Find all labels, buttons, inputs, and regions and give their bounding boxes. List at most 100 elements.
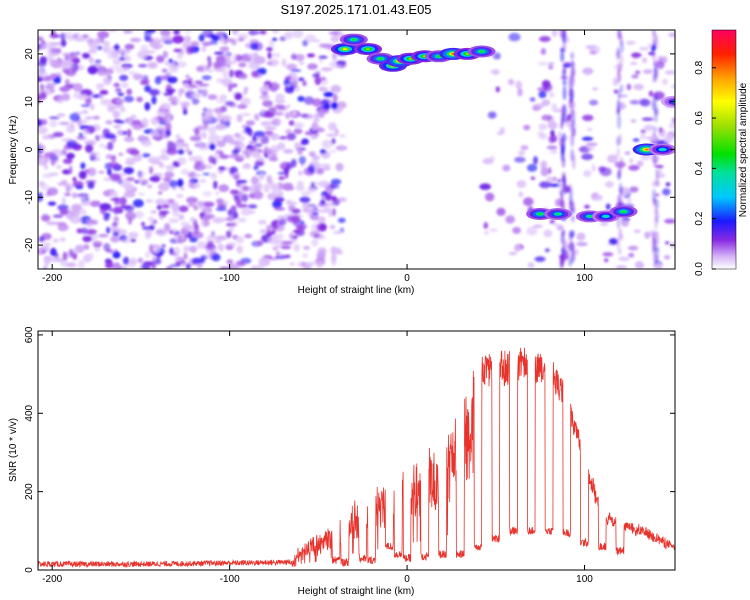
noise-blob xyxy=(193,173,202,178)
noise-blob xyxy=(233,132,241,138)
noise-blob xyxy=(44,41,57,50)
noise-blob xyxy=(234,141,241,145)
noise-blob xyxy=(93,157,101,161)
noise-blob xyxy=(665,182,671,187)
noise-blob xyxy=(320,163,331,168)
noise-blob xyxy=(294,54,305,61)
noise-blob xyxy=(48,172,59,176)
noise-blob xyxy=(224,101,234,106)
noise-blob xyxy=(85,144,94,153)
noise-blob xyxy=(205,243,217,251)
noise-blob xyxy=(240,97,251,106)
noise-blob xyxy=(555,198,561,207)
signal-point xyxy=(543,208,572,220)
noise-blob xyxy=(183,252,188,260)
noise-blob xyxy=(280,245,292,250)
noise-blob xyxy=(324,194,333,201)
noise-blob xyxy=(272,246,279,251)
spectrogram-signal-track xyxy=(331,33,675,223)
noise-blob xyxy=(294,142,301,150)
noise-blob xyxy=(560,113,565,126)
noise-blob xyxy=(488,228,499,232)
noise-blob xyxy=(264,130,274,135)
noise-blob xyxy=(87,252,95,261)
noise-blob xyxy=(213,180,218,190)
noise-blob xyxy=(290,69,302,72)
noise-blob xyxy=(264,126,276,131)
noise-blob xyxy=(78,170,87,180)
noise-blob xyxy=(250,150,261,158)
noise-blob xyxy=(61,93,71,101)
noise-blob xyxy=(99,206,107,215)
signal-point xyxy=(331,43,359,56)
noise-blob xyxy=(668,122,675,129)
noise-blob xyxy=(94,59,102,64)
noise-blob xyxy=(249,42,259,50)
noise-blob xyxy=(300,140,305,146)
noise-blob xyxy=(144,85,152,93)
noise-blob xyxy=(652,239,656,253)
noise-blob xyxy=(568,189,573,198)
noise-blob xyxy=(123,136,135,143)
noise-blob xyxy=(110,235,120,243)
noise-blob xyxy=(277,171,286,175)
noise-blob xyxy=(196,65,205,72)
noise-blob xyxy=(296,224,306,232)
noise-blob xyxy=(292,30,304,39)
noise-blob xyxy=(586,127,593,132)
noise-blob xyxy=(165,88,176,93)
noise-blob xyxy=(72,252,78,260)
noise-blob xyxy=(583,169,592,178)
noise-blob xyxy=(483,222,489,229)
noise-blob xyxy=(44,164,48,170)
noise-blob xyxy=(165,165,175,170)
noise-blob xyxy=(38,236,45,243)
noise-blob xyxy=(82,201,91,206)
colorbar-tick-label: 0.6 xyxy=(694,111,705,125)
noise-blob xyxy=(270,133,280,141)
noise-blob xyxy=(110,227,121,233)
noise-blob xyxy=(185,45,194,55)
noise-blob xyxy=(60,179,68,184)
noise-blob xyxy=(251,70,258,77)
noise-blob xyxy=(81,34,89,39)
noise-blob xyxy=(562,78,567,86)
noise-blob xyxy=(495,86,500,93)
noise-blob xyxy=(118,104,125,110)
noise-blob xyxy=(289,262,296,266)
noise-blob xyxy=(220,78,233,85)
noise-blob xyxy=(45,221,57,226)
noise-blob xyxy=(268,156,279,162)
noise-blob xyxy=(571,126,576,139)
noise-blob xyxy=(173,30,180,35)
spectrogram-y-tick-label: -10 xyxy=(24,190,35,205)
noise-blob xyxy=(103,46,109,54)
noise-blob xyxy=(162,111,173,119)
noise-blob xyxy=(47,201,57,206)
noise-blob xyxy=(88,57,95,64)
noise-blob xyxy=(321,139,333,149)
noise-blob xyxy=(562,69,567,80)
noise-blob xyxy=(487,111,497,119)
noise-blob xyxy=(335,145,348,151)
noise-blob xyxy=(313,182,319,186)
noise-blob xyxy=(38,89,42,95)
noise-blob xyxy=(625,40,636,45)
noise-blob xyxy=(208,68,213,73)
noise-blob xyxy=(38,76,44,83)
noise-blob xyxy=(273,111,284,116)
noise-blob xyxy=(626,196,632,205)
noise-blob xyxy=(92,115,100,120)
noise-blob xyxy=(56,164,62,170)
noise-blob xyxy=(653,253,657,263)
noise-blob xyxy=(42,134,49,140)
noise-blob xyxy=(121,266,127,269)
noise-blob xyxy=(107,141,114,151)
noise-blob xyxy=(562,30,567,38)
noise-blob xyxy=(253,131,266,137)
noise-blob xyxy=(671,117,675,124)
noise-blob xyxy=(316,127,325,133)
noise-blob xyxy=(529,97,536,102)
noise-blob xyxy=(226,242,237,247)
noise-blob xyxy=(568,257,573,267)
